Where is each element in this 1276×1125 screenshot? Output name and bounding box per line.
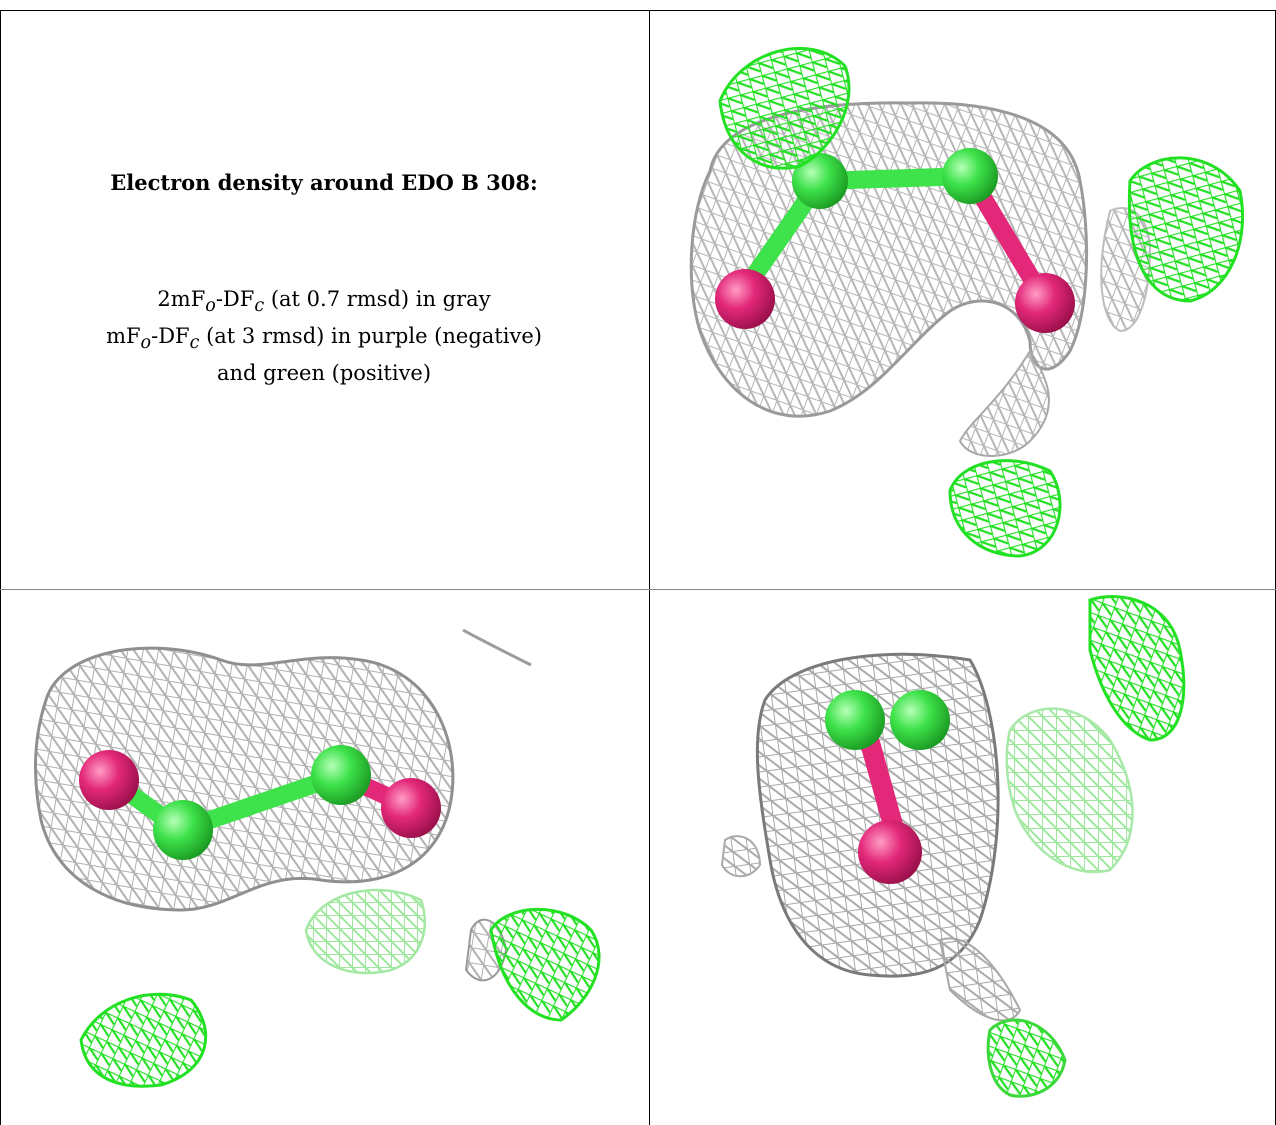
border-middle-horizontal — [0, 589, 1276, 590]
caption-panel: Electron density around EDO B 308: 2mFo-… — [0, 0, 648, 589]
density-view-bottom-left — [1, 590, 649, 1125]
caption-line-2: mFo-DFc (at 3 rmsd) in purple (negative) — [106, 324, 542, 354]
border-top — [0, 10, 1276, 11]
caption-line-1: 2mFo-DFc (at 0.7 rmsd) in gray — [157, 287, 491, 317]
gray-density-mesh — [34, 628, 532, 982]
border-middle-vertical — [649, 10, 650, 1125]
molecule-model — [79, 745, 441, 860]
molecule-model — [715, 148, 1075, 333]
density-view-bottom-right — [650, 590, 1275, 1125]
green-density-mesh — [986, 595, 1186, 1098]
caption-body: 2mFo-DFc (at 0.7 rmsd) in gray mFo-DFc (… — [0, 284, 648, 388]
border-left — [0, 10, 1, 1125]
caption-line-3: and green (positive) — [216, 361, 432, 386]
molecule-model — [825, 690, 950, 884]
density-view-top-right — [650, 11, 1275, 589]
green-density-mesh — [718, 46, 1245, 558]
caption-title: Electron density around EDO B 308: — [110, 170, 538, 195]
green-density-mesh — [79, 888, 601, 1088]
